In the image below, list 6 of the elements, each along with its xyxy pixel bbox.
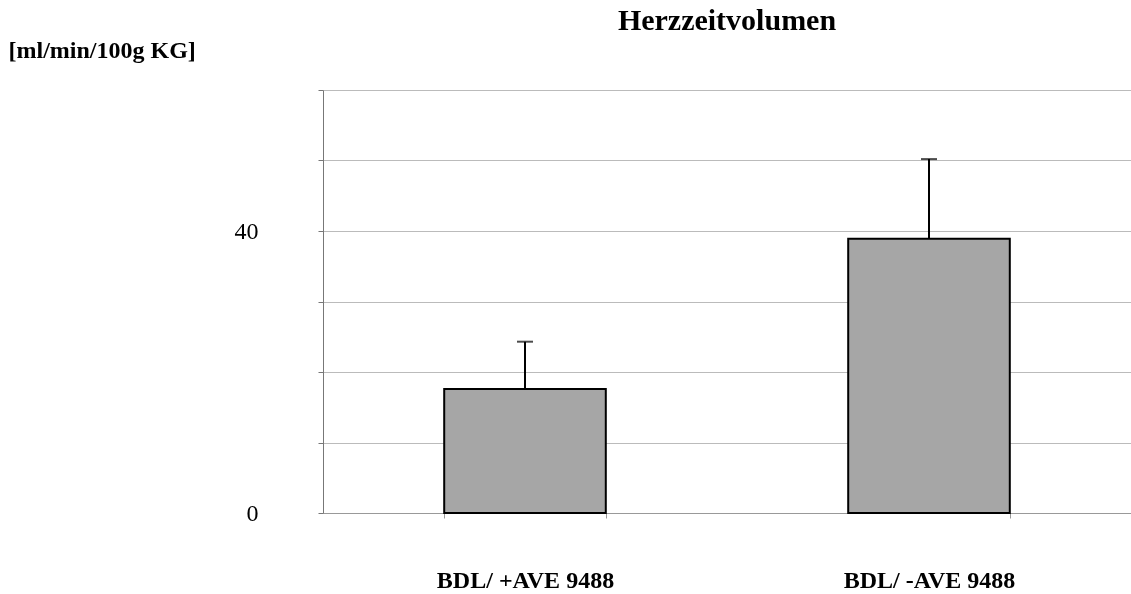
y-tick-label: 40 (234, 217, 259, 244)
y-axis-title: [ml/min/100g KG] (8, 36, 196, 63)
y-tick-label: 0 (246, 499, 259, 526)
x-tick-label: BDL/ +AVE 9488 (436, 566, 615, 593)
chart-title: Herzzeitvolumen (617, 3, 837, 36)
x-tick-label: BDL/ -AVE 9488 (843, 566, 1016, 593)
